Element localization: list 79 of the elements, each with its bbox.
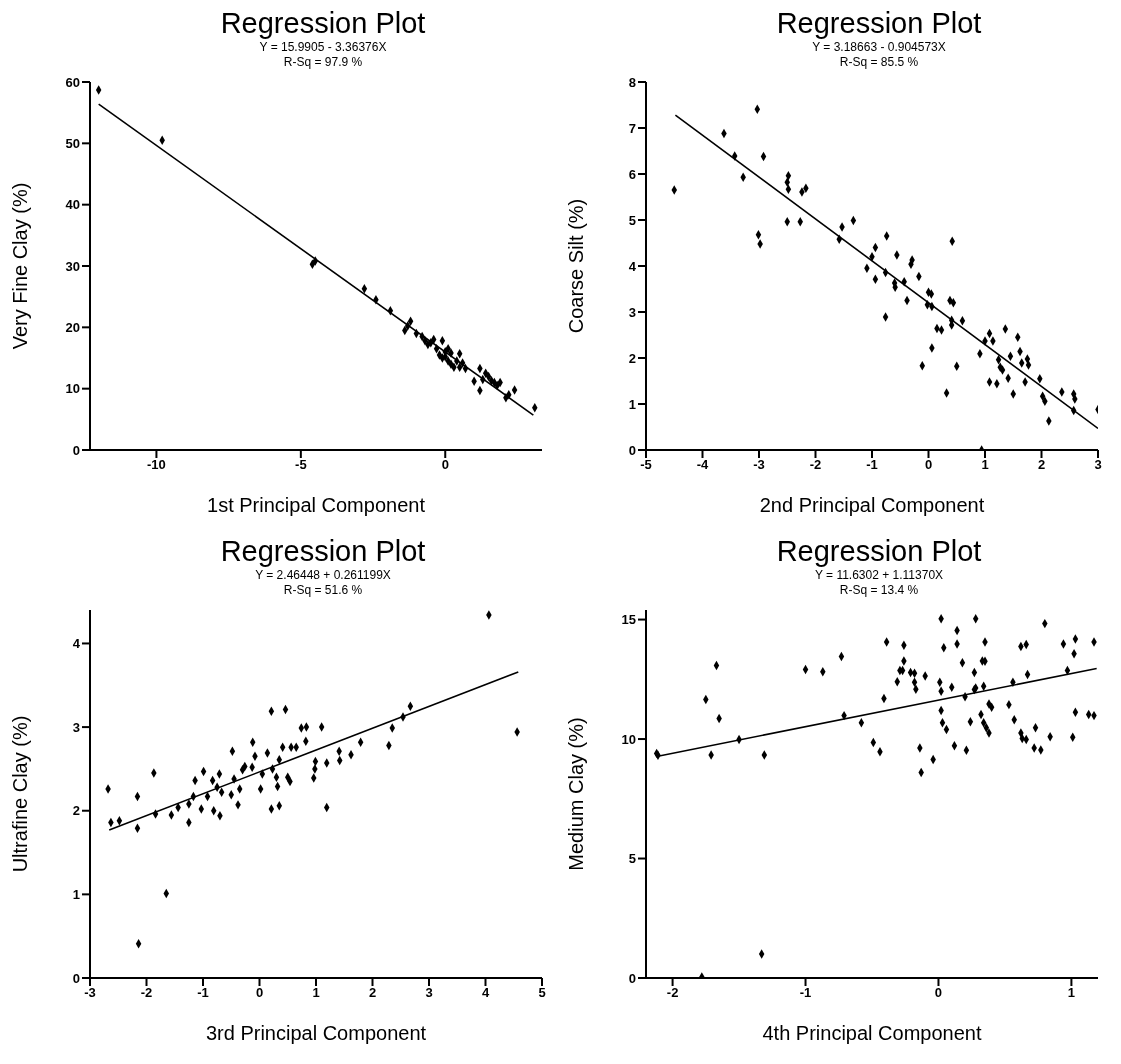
x-tick-label: 3 [425, 985, 433, 1001]
x-tick-label: 1 [1067, 985, 1076, 1001]
point [439, 336, 446, 346]
chart-title: Regression Plot [775, 534, 983, 568]
y-tick-label: 15 [621, 612, 636, 628]
y-tick-label: 2 [72, 803, 80, 819]
y-tick-label: 0 [628, 970, 636, 986]
x-tick-label: 4 [481, 985, 490, 1001]
x-tick-label: -3 [84, 985, 96, 1001]
chart-subtitle: Y = 15.9905 - 3.36376X [258, 40, 388, 55]
x-tick-label: 1 [312, 985, 320, 1001]
y-axis-title: Very Fine Clay (%) [9, 182, 32, 350]
x-axis-title: 4th Principal Component [762, 1022, 982, 1044]
y-tick-label: 50 [65, 135, 80, 151]
point [459, 358, 466, 368]
y-tick-label: 0 [72, 442, 80, 458]
chart-subtitle: Y = 11.6302 + 1.11370X [813, 568, 945, 583]
chart-subtitle: Y = 3.18663 - 0.904573X [811, 40, 947, 55]
y-tick-label: 60 [65, 74, 80, 90]
y-axis-title: Medium Clay (%) [565, 717, 588, 871]
y-tick-label: 0 [628, 442, 636, 458]
y-tick-label: 10 [621, 731, 636, 747]
point [433, 344, 440, 354]
y-tick-label: 1 [628, 396, 636, 412]
chart-subtitle: Y = 2.46448 + 0.261199X [254, 568, 392, 583]
y-tick-label: 0 [72, 970, 80, 986]
text: R-Sq = 97.9 % [282, 55, 364, 70]
x-axis-title: 1st Principal Component [207, 494, 426, 516]
x-tick-label: -5 [640, 457, 652, 473]
x-tick-label: -5 [295, 457, 307, 473]
x-tick-label: -1 [866, 457, 878, 473]
y-tick-label: 40 [65, 197, 80, 213]
x-tick-label: 5 [538, 985, 546, 1001]
x-tick-label: -2 [666, 985, 679, 1001]
y-tick-label: 10 [65, 381, 80, 397]
y-axis-title: Ultrafine Clay (%) [9, 715, 32, 873]
y-tick-label: 7 [628, 120, 636, 136]
chart-title: Regression Plot [219, 6, 427, 40]
x-tick-label: 0 [934, 985, 943, 1001]
x-tick-label: 2 [1037, 457, 1046, 473]
x-axis-title: 2nd Principal Component [759, 494, 985, 516]
y-tick-label: 4 [628, 258, 637, 274]
x-tick-label: -1 [197, 985, 209, 1001]
y-axis-title: Coarse Silt (%) [565, 198, 588, 334]
x-tick-label: -4 [696, 457, 710, 473]
point [404, 321, 411, 331]
chart-title: Regression Plot [219, 534, 427, 568]
y-tick-label: 30 [65, 258, 80, 274]
text: R-Sq = 13.4 % [838, 583, 920, 598]
x-tick-label: 2 [368, 985, 377, 1001]
x-tick-label: -2 [809, 457, 822, 473]
x-axis-title: 3rd Principal Component [205, 1022, 427, 1044]
x-tick-label: 0 [441, 457, 449, 473]
y-tick-label: 3 [72, 719, 80, 735]
y-tick-label: 2 [628, 350, 636, 366]
x-tick-label: -10 [147, 457, 166, 473]
y-tick-label: 4 [72, 636, 81, 652]
y-tick-label: 1 [72, 886, 80, 902]
chart-title: Regression Plot [775, 6, 983, 40]
y-tick-label: 20 [65, 319, 80, 335]
x-tick-label: -2 [140, 985, 153, 1001]
point [95, 85, 102, 95]
x-tick-label: -1 [799, 985, 812, 1001]
point [387, 306, 394, 316]
x-tick-label: 0 [924, 457, 933, 473]
point [456, 362, 463, 372]
point [511, 385, 518, 395]
y-tick-label: 6 [628, 166, 636, 182]
x-tick-label: -3 [753, 457, 765, 473]
text: R-Sq = 51.6 % [282, 583, 364, 598]
y-tick-label: 8 [628, 74, 636, 90]
y-tick-label: 3 [628, 304, 636, 320]
x-tick-label: 1 [981, 457, 989, 473]
y-tick-label: 5 [628, 851, 636, 867]
point [407, 316, 414, 326]
y-tick-label: 5 [628, 212, 636, 228]
x-tick-label: 3 [1094, 457, 1102, 473]
text: R-Sq = 85.5 % [838, 55, 920, 70]
x-tick-label: 0 [255, 985, 264, 1001]
